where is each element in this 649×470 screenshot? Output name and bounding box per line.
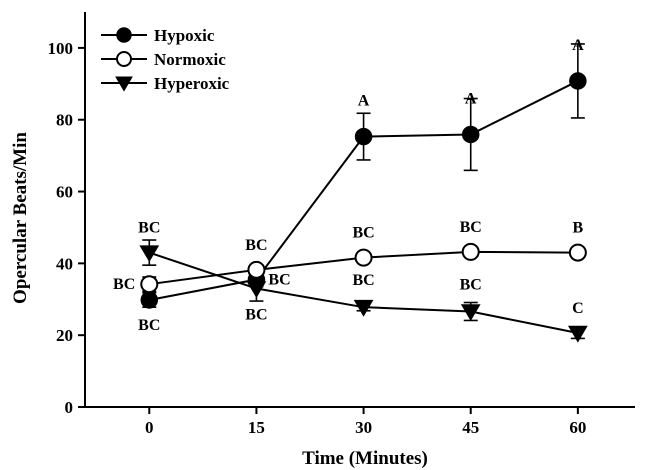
y-tick-label: 0 [65,398,74,417]
y-axis-title: Opercular Beats/Min [10,132,31,304]
axes: 0 20 40 60 80 100 0 15 30 45 60 [48,12,635,437]
legend: Hypoxic Normoxic Hyperoxic [101,26,230,93]
group-label: A [358,93,370,110]
legend-marker-hyperoxic [115,76,133,92]
legend-label-normoxic: Normoxic [154,50,226,69]
legend-label-hyperoxic: Hyperoxic [154,74,230,93]
series-markers [139,72,588,343]
data-point-hypoxic [140,291,159,309]
x-tick-label: 60 [569,418,586,437]
data-point-normoxic [247,260,266,279]
x-tick-label: 30 [355,418,372,437]
group-label: A [572,37,584,54]
y-tick-label: 60 [56,183,73,202]
y-tick-label: 100 [48,39,74,58]
group-label: BC [352,225,374,242]
data-point-hypoxic [569,72,587,90]
legend-marker-normoxic [116,51,132,67]
group-label: BC [352,272,374,289]
group-label: BC [460,219,482,236]
data-point-hyperoxic [567,325,588,343]
data-point-hypoxic [354,127,373,146]
group-label: BC [460,276,482,293]
group-label: C [572,300,584,317]
group-label: B [573,220,584,237]
data-point-normoxic [140,275,159,294]
x-tick-label: 45 [462,418,479,437]
x-tick-label: 15 [248,418,265,437]
data-point-hyperoxic [246,281,267,299]
legend-marker-hypoxic [116,27,132,43]
group-label: BC [245,307,267,324]
group-label: BC [268,272,290,289]
y-tick-label: 20 [56,326,73,345]
data-point-normoxic [461,242,480,261]
legend-label-hypoxic: Hypoxic [154,26,215,45]
group-label: BC [113,276,135,293]
data-point-normoxic [568,243,587,262]
group-label: A [465,90,477,107]
data-point-hyperoxic [139,245,160,263]
data-point-hyperoxic [353,299,374,317]
group-label: BC [138,317,160,334]
data-point-hyperoxic [460,304,481,322]
group-letter-labels: BC A A A BC BC BC BC B BC BC BC BC C BC [113,37,584,334]
x-tick-label: 0 [145,418,154,437]
data-point-normoxic [354,248,373,267]
data-point-hypoxic [461,125,480,144]
y-tick-label: 80 [56,111,73,130]
x-axis-title: Time (Minutes) [302,448,428,469]
group-label: BC [138,220,160,237]
group-label: BC [245,237,267,254]
y-tick-label: 40 [56,254,73,273]
